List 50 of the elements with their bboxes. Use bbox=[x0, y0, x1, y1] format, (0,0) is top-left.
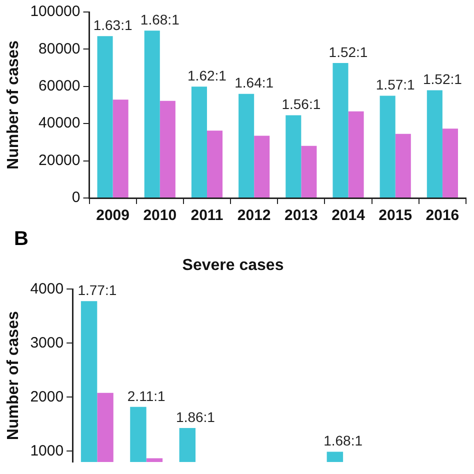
bar bbox=[426, 90, 442, 198]
y-tick-label: 20000 bbox=[38, 152, 80, 169]
data-label: 1.52:1 bbox=[328, 44, 368, 60]
x-tick-label: 2016 bbox=[426, 207, 460, 224]
data-label: 1.86:1 bbox=[176, 408, 216, 425]
x-tick-label: 2012 bbox=[237, 207, 271, 224]
data-label: 1.63:1 bbox=[93, 17, 132, 34]
x-tick-label: 2010 bbox=[143, 207, 177, 224]
y-tick-label: 3000 bbox=[30, 334, 64, 352]
data-label: 1.64:1 bbox=[234, 74, 274, 91]
data-label: 1.68:1 bbox=[324, 432, 363, 449]
y-axis-title: Number of cases bbox=[5, 311, 22, 440]
bar bbox=[144, 30, 160, 198]
bar bbox=[332, 62, 348, 198]
bar bbox=[206, 130, 223, 198]
data-label: 1.62:1 bbox=[188, 67, 227, 84]
bar bbox=[380, 96, 396, 198]
data-label: 1.68:1 bbox=[140, 11, 180, 28]
bar bbox=[395, 134, 411, 198]
data-label: 2.11:1 bbox=[127, 388, 166, 404]
bar bbox=[348, 111, 364, 198]
y-tick-label: 4000 bbox=[30, 280, 64, 298]
y-tick-label: 60000 bbox=[38, 78, 80, 95]
y-axis-title: Number of cases bbox=[5, 40, 22, 170]
y-tick-label: 0 bbox=[72, 189, 80, 206]
bar bbox=[254, 136, 270, 198]
chart-title: Severe cases bbox=[182, 257, 284, 274]
x-tick-label: 2009 bbox=[96, 207, 130, 224]
text: B bbox=[13, 228, 30, 250]
data-label: 1.57:1 bbox=[376, 76, 416, 93]
x-tick-label: 2013 bbox=[284, 207, 318, 224]
y-tick-label: 80000 bbox=[38, 40, 80, 58]
bar bbox=[442, 128, 458, 198]
bar bbox=[238, 94, 254, 198]
bar bbox=[97, 36, 113, 198]
y-tick-label: 100000 bbox=[30, 3, 80, 20]
bar bbox=[191, 86, 207, 198]
x-tick-label: 2014 bbox=[332, 207, 366, 224]
data-label: 1.56:1 bbox=[282, 96, 321, 112]
x-tick-label: 2011 bbox=[190, 207, 224, 224]
data-label: 1.77:1 bbox=[78, 282, 117, 298]
y-tick-label: 1000 bbox=[30, 442, 64, 460]
bar bbox=[301, 146, 317, 198]
y-tick-label: 2000 bbox=[30, 388, 64, 406]
data-label: 1.52:1 bbox=[422, 71, 462, 88]
y-tick-label: 40000 bbox=[38, 114, 80, 132]
x-tick-label: 2015 bbox=[378, 207, 412, 224]
bar bbox=[160, 100, 176, 198]
bar bbox=[286, 115, 302, 198]
bar bbox=[112, 100, 128, 198]
